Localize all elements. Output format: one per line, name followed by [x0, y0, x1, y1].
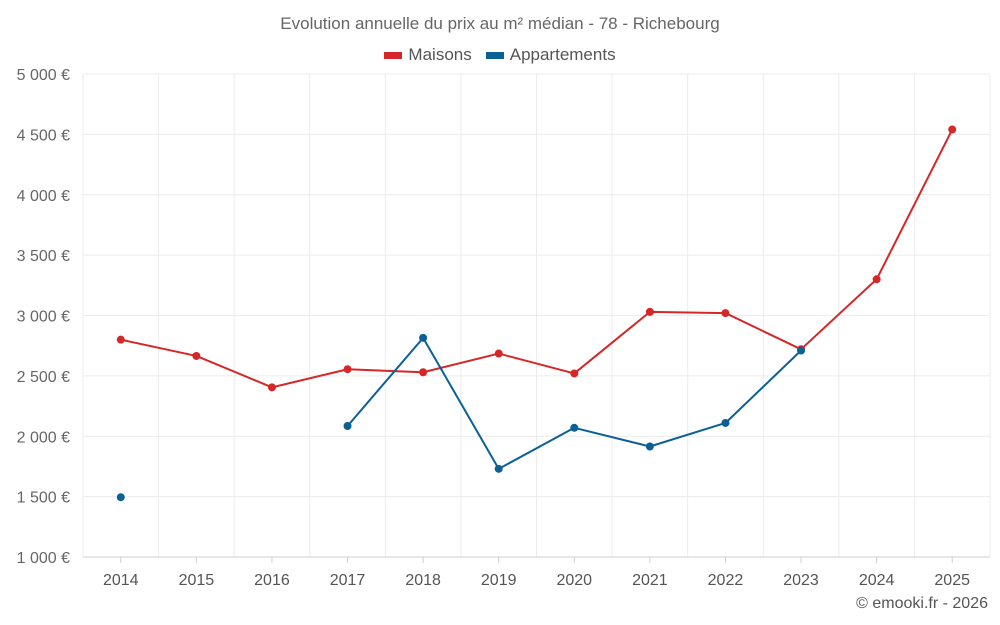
chart-legend: Maisons Appartements	[0, 45, 1000, 65]
data-point-appartementes	[721, 418, 730, 427]
y-tick-label: 1 500 €	[17, 490, 70, 507]
data-point-maisons	[721, 309, 730, 318]
data-point-appartementes	[645, 442, 654, 451]
data-point-appartementes	[570, 423, 579, 432]
y-tick-label: 5 000 €	[17, 67, 70, 84]
data-point-maisons	[494, 349, 503, 358]
data-point-maisons	[419, 368, 428, 377]
x-tick-label: 2014	[103, 572, 139, 589]
y-tick-label: 2 000 €	[17, 429, 70, 446]
x-tick-label: 2023	[783, 572, 819, 589]
y-tick-label: 2 500 €	[17, 369, 70, 386]
data-point-maisons	[116, 335, 125, 344]
x-tick-label: 2017	[330, 572, 366, 589]
x-tick-label: 2020	[556, 572, 592, 589]
data-point-maisons	[948, 125, 957, 134]
legend-swatch-maisons	[384, 51, 403, 59]
y-tick-label: 1 000 €	[17, 550, 70, 567]
data-point-appartementes	[116, 493, 125, 502]
legend-label-maisons: Maisons	[408, 45, 472, 64]
x-tick-label: 2016	[254, 572, 290, 589]
x-tick-label: 2015	[179, 572, 215, 589]
x-tick-label: 2025	[934, 572, 970, 589]
series-line-appartementes	[346, 336, 802, 470]
chart-title: Evolution annuelle du prix au m² médian …	[280, 14, 720, 33]
legend-item-maisons[interactable]: Maisons	[384, 45, 472, 65]
series-line-maisons	[120, 129, 954, 389]
data-point-appartementes	[494, 464, 503, 473]
x-tick-label: 2024	[859, 572, 895, 589]
x-tick-label: 2019	[481, 572, 517, 589]
legend-label-appartements: Appartements	[509, 45, 616, 64]
y-tick-label: 4 500 €	[17, 127, 70, 144]
y-tick-label: 3 500 €	[17, 248, 70, 265]
data-point-maisons	[645, 307, 654, 316]
data-point-maisons	[192, 351, 201, 360]
y-tick-label: 3 000 €	[17, 309, 70, 326]
data-point-appartementes	[343, 421, 352, 430]
data-point-maisons	[872, 275, 881, 284]
data-point-appartementes	[797, 346, 806, 355]
credit-text: © emooki.fr - 2026	[856, 595, 988, 612]
x-tick-label: 2022	[708, 572, 744, 589]
legend-swatch-appartements	[485, 51, 504, 59]
x-tick-label: 2018	[405, 572, 441, 589]
data-point-maisons	[343, 365, 352, 374]
legend-item-appartements[interactable]: Appartements	[485, 45, 616, 65]
data-point-maisons	[267, 383, 276, 392]
data-point-appartementes	[419, 333, 428, 342]
y-tick-label: 4 000 €	[17, 188, 70, 205]
data-point-maisons	[570, 369, 579, 378]
x-tick-label: 2021	[632, 572, 668, 589]
